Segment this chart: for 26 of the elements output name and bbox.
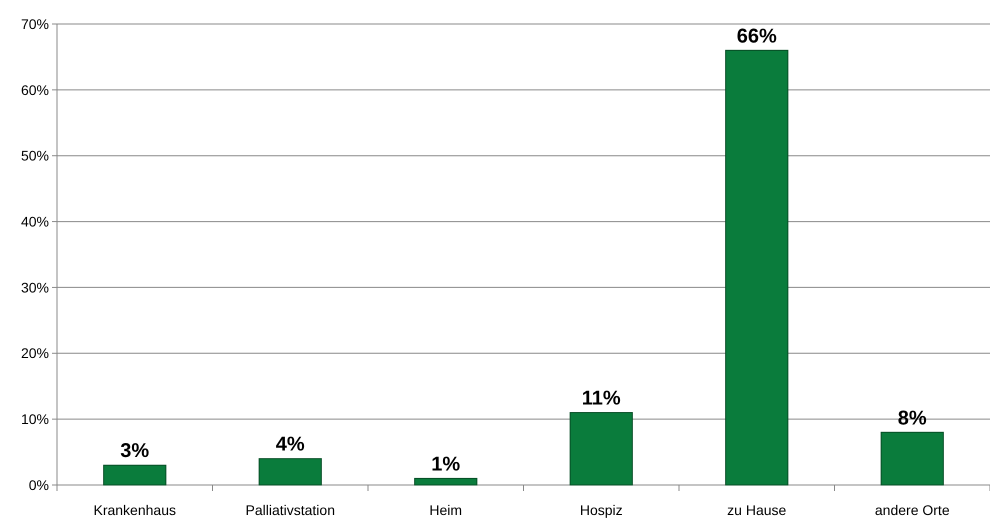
y-tick-label: 50% xyxy=(20,148,49,164)
y-tick-label: 20% xyxy=(20,345,49,362)
y-tick-label: 60% xyxy=(20,82,49,98)
bar xyxy=(258,458,322,486)
data-label: 8% xyxy=(898,407,927,430)
bar xyxy=(103,464,166,486)
x-tick-label: andere Orte xyxy=(874,502,950,518)
data-label: 66% xyxy=(736,25,777,48)
x-tick-label: Hospiz xyxy=(580,502,623,518)
data-label: 11% xyxy=(582,388,621,410)
x-tick-label: Krankenhaus xyxy=(93,502,176,518)
data-label: 1% xyxy=(431,453,460,476)
x-tick-label: Heim xyxy=(429,502,462,518)
bar xyxy=(570,412,633,486)
x-tick-label: zu Hause xyxy=(727,502,787,518)
y-tick-label: 40% xyxy=(20,213,49,230)
bar xyxy=(725,50,788,486)
data-label: 3% xyxy=(120,440,150,462)
data-label: 4% xyxy=(276,434,305,456)
y-tick-label: 70% xyxy=(20,16,49,32)
x-tick-label: Palliativstation xyxy=(246,502,335,518)
bar xyxy=(880,432,944,486)
y-tick-label: 0% xyxy=(28,476,49,493)
bar xyxy=(414,478,478,486)
y-tick-label: 10% xyxy=(20,411,49,428)
y-tick-label: 30% xyxy=(20,279,49,296)
